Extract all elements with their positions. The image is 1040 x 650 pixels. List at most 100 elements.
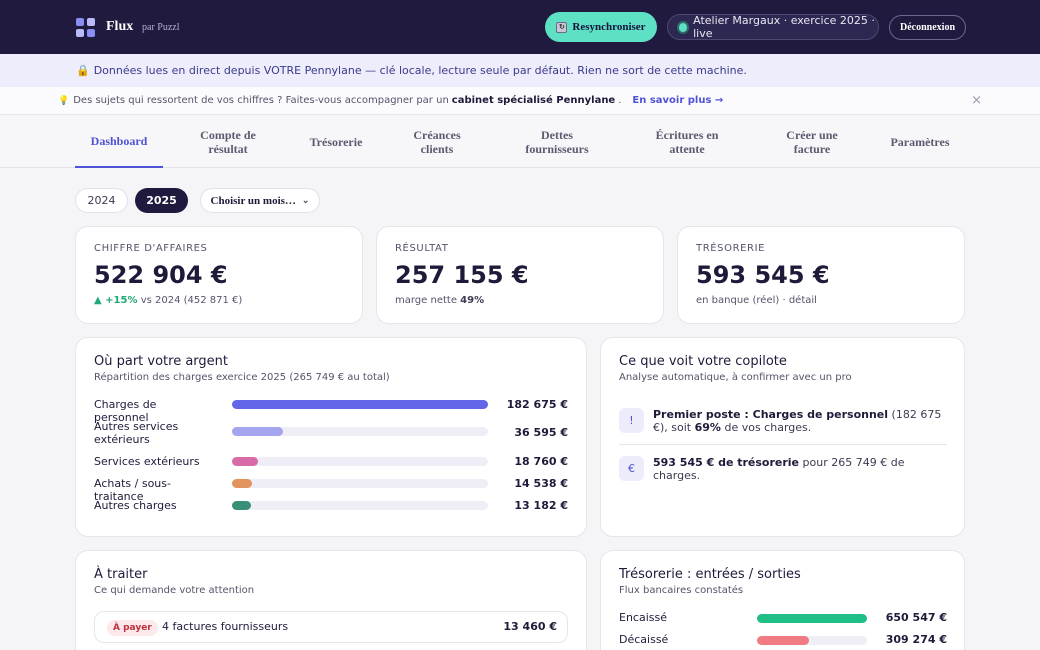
- card-title: Trésorerie : entrées / sorties: [619, 567, 801, 582]
- promo-banner: 💡 Des sujets qui ressortent de vos chiff…: [0, 87, 1040, 115]
- sync-icon: ↻: [556, 21, 568, 33]
- insight-plain: pour 265 749 € de charges.: [653, 456, 905, 482]
- tab-creer-une-facture[interactable]: Créer une facture: [786, 127, 838, 156]
- todo-card: À traiter Ce qui demande votre attention…: [75, 550, 587, 650]
- expense-bar-track: [232, 501, 488, 510]
- month-select-label: Choisir un mois…: [210, 194, 296, 207]
- promo-text-end: .: [618, 95, 622, 106]
- kpi-value: 593 545 €: [696, 261, 830, 289]
- card-subtitle: Répartition des charges exercice 2025 (2…: [94, 372, 390, 383]
- expense-amount: 18 760 €: [514, 455, 568, 468]
- kpi-label: RÉSULTAT: [395, 243, 449, 254]
- expense-amount: 182 675 €: [506, 398, 568, 411]
- expense-bar-track: [232, 427, 488, 436]
- cashflow-label: Encaissé: [619, 611, 667, 624]
- insight-text: Premier poste : Charges de personnel (18…: [653, 408, 947, 434]
- kpi-card-revenue: CHIFFRE D'AFFAIRES 522 904 € ▲ +15% vs 2…: [75, 226, 363, 324]
- copilot-card: Ce que voit votre copilote Analyse autom…: [600, 337, 965, 537]
- cashflow-amount: 309 274 €: [885, 633, 947, 646]
- tab-tresorerie[interactable]: Trésorerie: [309, 134, 363, 149]
- main-tabs: Dashboard Compte de résultat Trésorerie …: [0, 115, 1040, 168]
- expense-label: Autres charges: [94, 499, 177, 512]
- kpi-card-result: RÉSULTAT 257 155 € marge nette 49%: [376, 226, 664, 324]
- kpi-margin-text: marge nette: [395, 295, 457, 306]
- info-banner: 🔒 Données lues en direct depuis VOTRE Pe…: [0, 54, 1040, 87]
- card-title: Où part votre argent: [94, 354, 228, 369]
- year-2024-button[interactable]: 2024: [75, 188, 128, 213]
- cashflow-label: Décaissé: [619, 633, 669, 646]
- expense-label: Autres services extérieurs: [94, 420, 179, 446]
- kpi-value: 522 904 €: [94, 261, 228, 289]
- euro-icon: €: [619, 456, 644, 481]
- expense-bar: [232, 427, 284, 436]
- promo-highlight: cabinet spécialisé Pennylane: [451, 95, 616, 106]
- live-status-icon: [679, 22, 688, 32]
- cashflow-bar-track: [757, 636, 867, 645]
- cashflow-bar: [757, 614, 867, 623]
- alert-icon: !: [619, 408, 644, 433]
- chevron-down-icon: ⌄: [301, 195, 310, 205]
- tab-ecritures-en-attente[interactable]: Écritures en attente: [655, 127, 719, 156]
- expense-bar-track: [232, 479, 488, 488]
- close-icon[interactable]: ×: [971, 93, 982, 108]
- card-subtitle: Ce qui demande votre attention: [94, 585, 255, 596]
- kpi-margin-value: 49%: [460, 295, 485, 306]
- card-title: Ce que voit votre copilote: [619, 354, 787, 369]
- resync-button[interactable]: ↻ Resynchroniser: [545, 12, 657, 42]
- insight-plain: de vos charges.: [720, 421, 812, 434]
- lightbulb-icon: 💡: [58, 95, 70, 106]
- kpi-margin: marge nette 49%: [395, 295, 484, 306]
- card-subtitle: Analyse automatique, à confirmer avec un…: [619, 372, 852, 383]
- tab-compte-de-resultat[interactable]: Compte de résultat: [200, 127, 256, 156]
- lock-icon: 🔒: [76, 64, 90, 77]
- cashflow-bar: [757, 636, 810, 645]
- insight-bold: 69%: [694, 421, 721, 434]
- logout-button[interactable]: Déconnexion: [889, 15, 966, 40]
- kpi-delta: ▲ +15%: [94, 295, 138, 306]
- kpi-card-treasury[interactable]: TRÉSORERIE 593 545 € en banque (réel) · …: [677, 226, 965, 324]
- expenses-card: Où part votre argent Répartition des cha…: [75, 337, 587, 537]
- expense-label: Achats / sous-traitance: [94, 477, 171, 503]
- expense-bar: [232, 501, 251, 510]
- tab-creances-clients[interactable]: Créances clients: [413, 127, 461, 156]
- year-2025-button[interactable]: 2025: [135, 188, 188, 213]
- divider: [619, 444, 947, 445]
- month-select[interactable]: Choisir un mois… ⌄: [200, 188, 320, 213]
- expense-bar: [232, 457, 259, 466]
- kpi-compare-text: vs 2024 (452 871 €): [140, 295, 243, 306]
- resync-label: Resynchroniser: [572, 21, 646, 33]
- card-title: À traiter: [94, 567, 148, 582]
- top-bar: Flux par Puzzl ↻ Resynchroniser Atelier …: [0, 0, 1040, 54]
- insight-plain: (182 675 €), soit: [653, 408, 942, 434]
- kpi-label: TRÉSORERIE: [696, 243, 766, 254]
- expense-label: Services extérieurs: [94, 455, 200, 468]
- kpi-value: 257 155 €: [395, 261, 529, 289]
- learn-more-link[interactable]: En savoir plus →: [632, 95, 724, 106]
- expense-bar: [232, 479, 253, 488]
- insight-bold: 593 545 € de trésorerie: [653, 456, 800, 469]
- info-banner-text: Données lues en direct depuis VOTRE Penn…: [93, 64, 747, 77]
- tab-parametres[interactable]: Paramètres: [890, 134, 950, 149]
- kpi-comparison: ▲ +15% vs 2024 (452 871 €): [94, 295, 242, 306]
- brand-subtitle: par Puzzl: [142, 22, 180, 33]
- cashflow-card: Trésorerie : entrées / sorties Flux banc…: [600, 550, 965, 650]
- kpi-treasury-detail: en banque (réel) · détail: [696, 295, 817, 306]
- company-selector[interactable]: Atelier Margaux · exercice 2025 · live: [667, 14, 879, 40]
- todo-amount: 13 460 €: [503, 620, 557, 633]
- cashflow-bar-track: [757, 614, 867, 623]
- expense-amount: 13 182 €: [514, 499, 568, 512]
- card-subtitle: Flux bancaires constatés: [619, 585, 744, 596]
- kpi-label: CHIFFRE D'AFFAIRES: [94, 243, 208, 254]
- insight-text: 593 545 € de trésorerie pour 265 749 € d…: [653, 456, 947, 482]
- expense-bar: [232, 400, 488, 409]
- insight-bold: Premier poste : Charges de personnel: [653, 408, 889, 421]
- tab-dettes-fournisseurs[interactable]: Dettes fournisseurs: [525, 127, 589, 156]
- expense-label: Charges de personnel: [94, 398, 157, 424]
- promo-text: Des sujets qui ressortent de vos chiffre…: [73, 95, 449, 106]
- expense-bar-track: [232, 400, 488, 409]
- tab-dashboard[interactable]: Dashboard: [75, 115, 163, 168]
- todo-item[interactable]: À payer 4 factures fournisseurs 13 460 €: [94, 611, 568, 643]
- expense-amount: 14 538 €: [514, 477, 568, 490]
- expense-bar-track: [232, 457, 488, 466]
- expense-amount: 36 595 €: [514, 426, 568, 439]
